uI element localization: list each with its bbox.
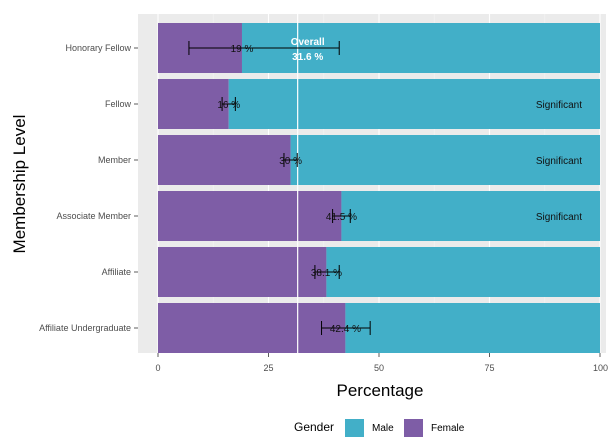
x-tick-label-2: 50 [374, 363, 384, 373]
y-tick-label-3: Associate Member [56, 211, 131, 221]
bar-female-1 [158, 79, 229, 129]
female-percent-label-4: 38.1 % [311, 268, 342, 279]
legend-label-male: Male [372, 423, 394, 434]
y-axis-title: Membership Level [10, 115, 29, 254]
bar-female-5 [158, 303, 346, 353]
y-tick-label-1: Fellow [105, 99, 132, 109]
significance-label-3: Significant [536, 212, 582, 223]
legend-title: Gender [294, 420, 334, 434]
legend-swatch-female [404, 419, 423, 437]
female-percent-label-0: 19 % [231, 44, 254, 55]
x-tick-label-1: 25 [263, 363, 273, 373]
bar-male-5 [345, 303, 600, 353]
x-axis-title: Percentage [337, 381, 424, 400]
x-tick-label-3: 75 [484, 363, 494, 373]
overall-line-group: Overall 31.6 % [291, 14, 325, 353]
legend-label-female: Female [431, 423, 465, 434]
error-bars [188, 41, 371, 335]
female-percent-label-3: 41.5 % [326, 212, 357, 223]
bar-male-4 [326, 247, 600, 297]
y-axis: Honorary Fellow Fellow Member Associate Mem… [39, 43, 138, 333]
bar-female-3 [158, 191, 342, 241]
bar-labels: 19 % 16 % Significant 30 % Significant 41.5 %… [217, 44, 582, 335]
x-tick-label-0: 0 [155, 363, 160, 373]
bar-female-4 [158, 247, 327, 297]
x-axis: 0 25 50 75 100 [155, 353, 608, 373]
bar-female-2 [158, 135, 291, 185]
y-tick-label-5: Affiliate Undergraduate [39, 323, 131, 333]
bar-male-3 [341, 191, 600, 241]
female-percent-label-1: 16 % [217, 100, 240, 111]
y-tick-label-4: Affiliate [102, 267, 131, 277]
bar-male-1 [228, 79, 600, 129]
overall-label: Overall [291, 37, 325, 48]
significance-label-1: Significant [536, 100, 582, 111]
bars [158, 23, 601, 353]
female-percent-label-2: 30 % [279, 156, 302, 167]
significance-label-2: Significant [536, 156, 582, 167]
legend-swatch-male [345, 419, 364, 437]
y-tick-label-0: Honorary Fellow [65, 43, 131, 53]
legend: Gender Male Female [294, 419, 465, 437]
female-percent-label-5: 42.4 % [330, 324, 361, 335]
x-tick-label-4: 100 [593, 363, 608, 373]
bar-male-2 [290, 135, 600, 185]
overall-value-label: 31.6 % [292, 52, 323, 63]
y-tick-label-2: Member [98, 155, 131, 165]
